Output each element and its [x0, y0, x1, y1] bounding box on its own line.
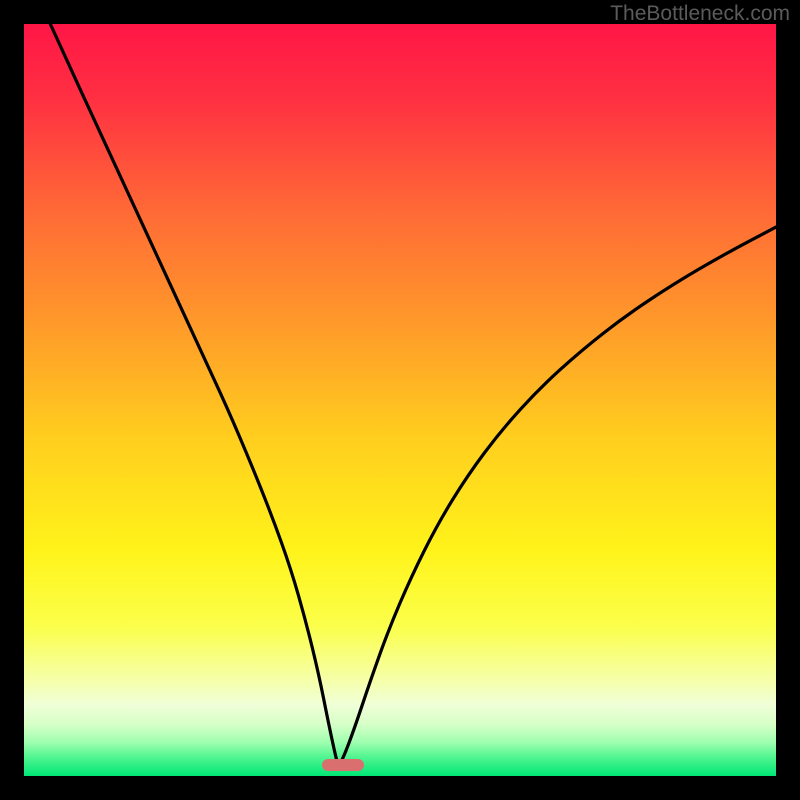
- watermark-text: TheBottleneck.com: [610, 2, 790, 26]
- plot-frame: [24, 24, 776, 776]
- bottleneck-curve: [24, 24, 776, 776]
- chart-container: TheBottleneck.com: [0, 0, 800, 800]
- optimum-marker: [322, 759, 364, 771]
